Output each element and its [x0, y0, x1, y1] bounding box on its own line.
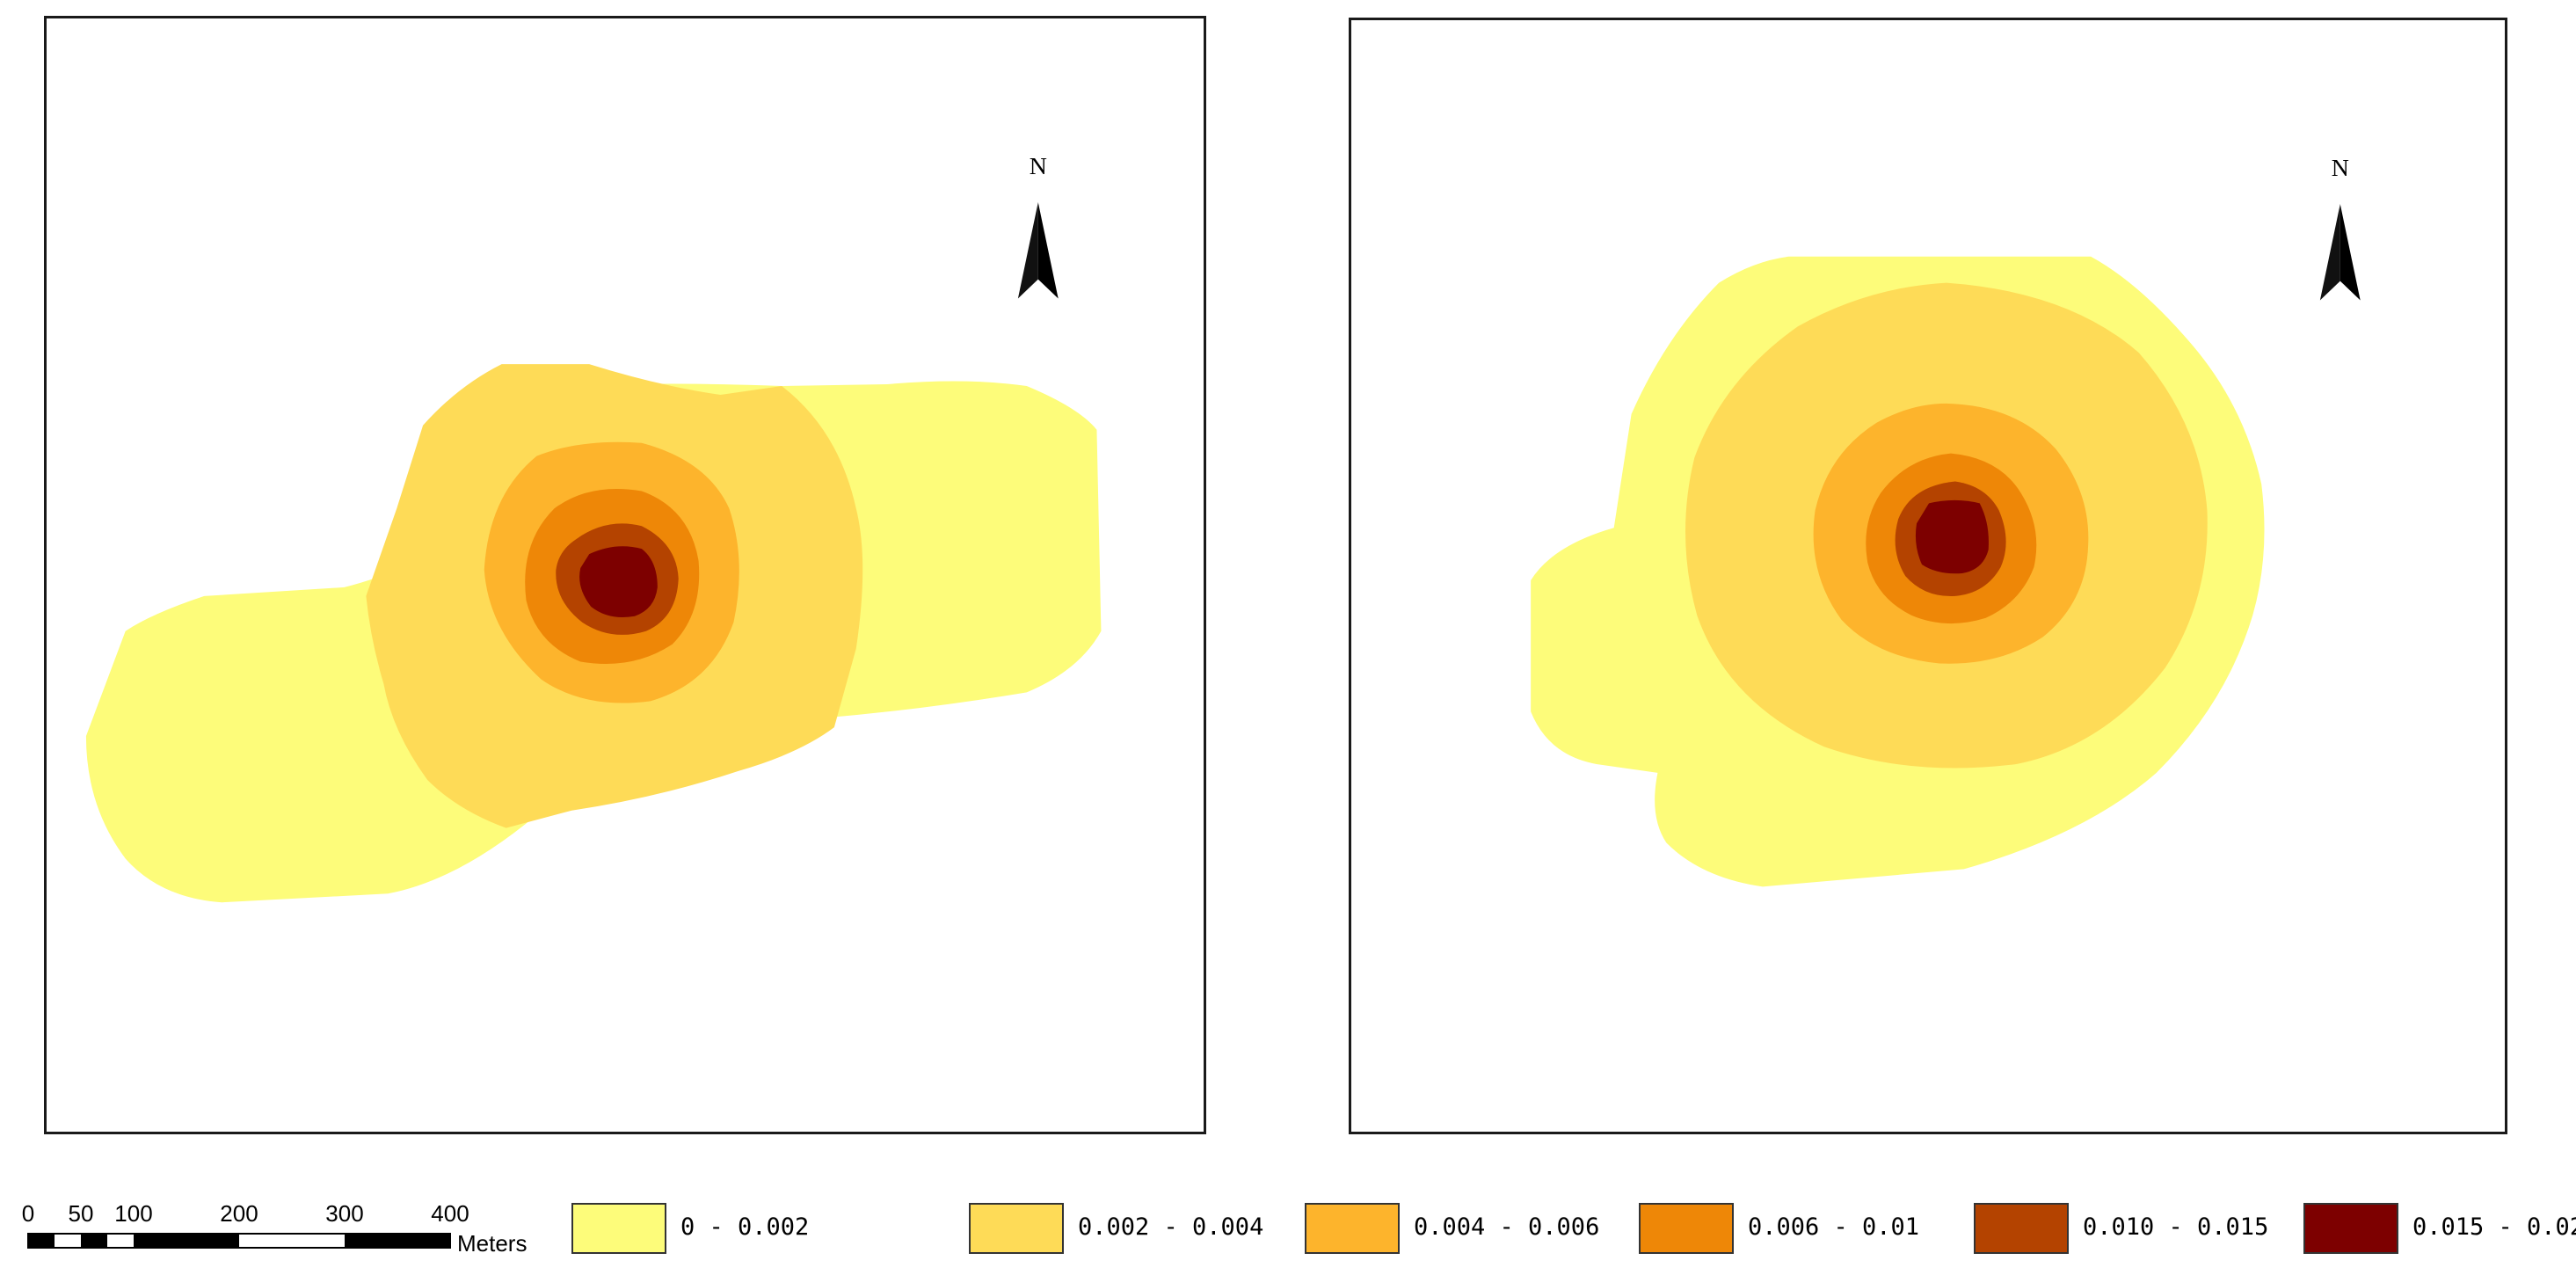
- legend-label: 0.015 - 0.023: [2412, 1213, 2576, 1241]
- map-panel-right: N: [1349, 18, 2507, 1134]
- legend-swatch: [2303, 1203, 2398, 1254]
- legend-label: 0.006 - 0.01: [1748, 1213, 1920, 1241]
- scale-tick-0: 0: [22, 1200, 34, 1227]
- zone-class-6: [579, 546, 658, 617]
- legend-label: 0.010 - 0.015: [2083, 1213, 2269, 1241]
- legend-swatch: [1305, 1203, 1400, 1254]
- scale-tick-400: 400: [431, 1200, 469, 1227]
- legend-label: 0.002 - 0.004: [1078, 1213, 1264, 1241]
- legend-swatch: [1974, 1203, 2069, 1254]
- scale-tick-200: 200: [220, 1200, 258, 1227]
- scale-tick-50: 50: [69, 1200, 94, 1227]
- scale-tick-300: 300: [325, 1200, 363, 1227]
- scale-unit-label: Meters: [457, 1230, 527, 1257]
- north-label: N: [2332, 155, 2349, 182]
- scale-bar: 0 50 100 200 300 400 Meters: [19, 1191, 564, 1262]
- concentration-map-right: N: [1531, 155, 2361, 887]
- concentration-map-left: N: [85, 153, 1102, 903]
- legend-label: 0.004 - 0.006: [1414, 1213, 1600, 1241]
- scale-tick-100: 100: [114, 1200, 152, 1227]
- north-arrow-icon: N: [2319, 155, 2361, 301]
- legend-swatch: [571, 1203, 666, 1254]
- north-arrow-icon: N: [1017, 153, 1059, 299]
- legend-swatch: [969, 1203, 1064, 1254]
- legend-swatch: [1639, 1203, 1734, 1254]
- legend-label: 0 - 0.002: [680, 1213, 810, 1241]
- map-panel-left: N: [44, 16, 1206, 1134]
- legend: 0 - 0.002 0.002 - 0.004 0.004 - 0.006 0.006…: [571, 1203, 2576, 1257]
- north-label: N: [1030, 153, 1047, 180]
- zone-class-6: [1915, 499, 1989, 574]
